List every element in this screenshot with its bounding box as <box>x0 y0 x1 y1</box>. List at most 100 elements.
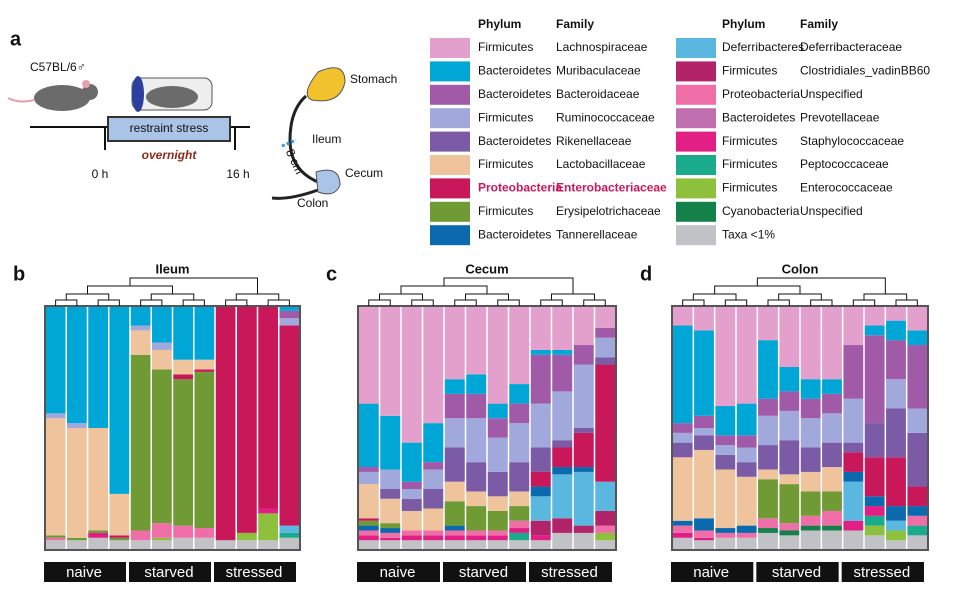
legend-family: Enterococcaceae <box>800 181 893 195</box>
bar-segment <box>594 357 616 365</box>
group-bar <box>44 562 126 582</box>
bar-segment <box>358 530 380 536</box>
legend-phylum: Firmicutes <box>478 110 533 124</box>
bar-segment <box>508 423 530 463</box>
bar-segment <box>87 530 109 533</box>
bar-segment <box>842 442 864 453</box>
bar-segment <box>401 489 423 499</box>
legend-family: Deferribacteraceae <box>800 40 902 54</box>
bar-segment <box>401 530 423 536</box>
bar-segment <box>551 440 573 448</box>
bar-segment <box>885 340 907 380</box>
bar-segment <box>193 528 215 538</box>
bar-segment <box>842 398 864 443</box>
bar-segment <box>193 537 215 550</box>
legend-family: Prevotellaceae <box>800 110 880 124</box>
bar-segment <box>422 530 444 536</box>
bar-segment <box>778 530 800 536</box>
bar-segment <box>379 540 401 550</box>
bar-segment <box>45 535 67 538</box>
bar-segment <box>573 345 595 365</box>
bar-segment <box>151 523 173 538</box>
organ: Ileum <box>312 132 341 146</box>
bar-segment <box>172 359 194 375</box>
bar-segment <box>193 371 215 529</box>
legend-swatch <box>430 84 470 105</box>
bar-segment <box>108 306 130 494</box>
bar-segment <box>465 306 487 375</box>
bar-segment <box>800 379 822 399</box>
bar-segment <box>864 515 886 526</box>
dendrogram <box>55 277 290 306</box>
legend-family: Enterobacteriaceae <box>556 181 667 195</box>
legend-swatch <box>676 178 716 199</box>
bar-segment <box>530 447 552 472</box>
bar-segment <box>401 535 423 541</box>
legend-phylum: Bacteroidetes <box>478 87 551 101</box>
legend-family: Lachnospiraceae <box>556 40 648 54</box>
bar-segment <box>573 432 595 468</box>
bar-segment <box>594 327 616 338</box>
bar-segment <box>66 306 88 424</box>
bar-segment <box>842 530 864 550</box>
bar-segment <box>864 306 886 326</box>
bar-segment <box>401 498 423 511</box>
bar-segment <box>594 337 616 358</box>
bar-segment <box>864 423 886 458</box>
bar-segment <box>757 445 779 470</box>
bar-segment <box>530 403 552 448</box>
bar-segment <box>864 535 886 550</box>
distance: 8 cm <box>283 147 307 176</box>
bar-segment <box>594 532 616 541</box>
plot-frame <box>671 305 929 551</box>
bar-segment <box>757 528 779 533</box>
bar-segment <box>422 489 444 509</box>
bar-segment <box>151 537 173 541</box>
bar-segment <box>693 530 715 538</box>
bar-segment <box>885 506 907 521</box>
group-bar <box>443 562 526 582</box>
bar-segment <box>672 423 694 433</box>
bar-segment <box>444 418 466 448</box>
legend-family: Tannerellaceae <box>556 227 638 241</box>
bar-segment <box>422 535 444 541</box>
bar-segment <box>906 306 928 331</box>
bar-segment <box>530 354 552 404</box>
group-bar <box>671 562 754 582</box>
legend-phylum: Bacteroidetes <box>722 110 795 124</box>
bar-segment <box>508 384 530 404</box>
panel-title: Colon <box>782 261 819 276</box>
bar-segment <box>401 442 423 482</box>
bar-segment <box>693 330 715 416</box>
bar-segment <box>842 481 864 521</box>
bar-segment <box>358 535 380 541</box>
bar-segment <box>842 452 864 472</box>
bar-segment <box>573 532 595 550</box>
group-bar <box>529 562 612 582</box>
bar-segment <box>778 535 800 550</box>
bar-segment <box>821 467 843 492</box>
bar-segment <box>906 506 928 516</box>
bar-segment <box>821 442 843 468</box>
bar-segment <box>444 535 466 541</box>
legend-phylum: Bacteroidetes <box>478 227 551 241</box>
bar-segment <box>693 540 715 550</box>
group-bar <box>841 562 924 582</box>
bar-segment <box>757 479 779 519</box>
bar-segment <box>736 532 758 538</box>
bar-segment <box>401 540 423 550</box>
bar-segment <box>87 428 109 531</box>
bar-segment <box>800 447 822 472</box>
legend-phylum: Taxa <1% <box>722 227 775 241</box>
group-bar <box>129 562 211 582</box>
legend-phylum: Firmicutes <box>478 157 533 171</box>
bar-segment <box>821 510 843 526</box>
bar-segment <box>906 525 928 536</box>
bar-segment <box>530 306 552 350</box>
bar-segment <box>215 540 237 550</box>
stomach <box>306 67 346 102</box>
bar-segment <box>530 496 552 521</box>
group-label: stressed <box>541 564 598 581</box>
bar-segment <box>693 449 715 519</box>
